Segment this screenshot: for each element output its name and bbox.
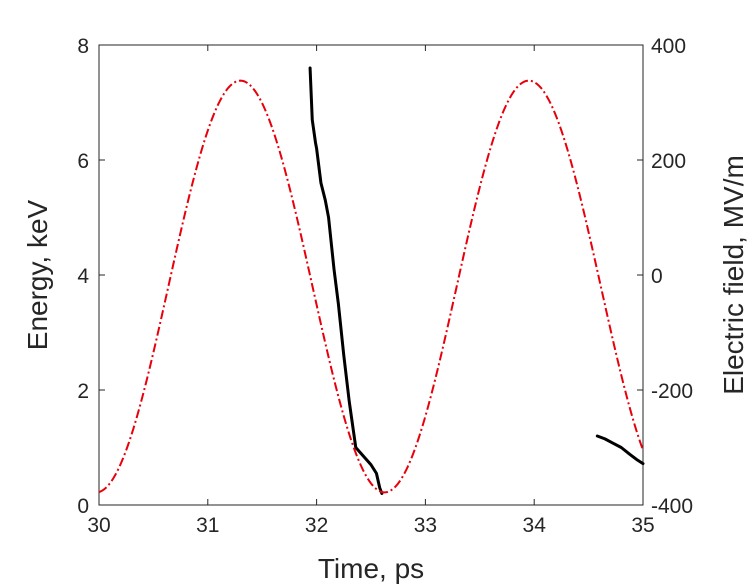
left-y-tick-label: 8: [77, 35, 89, 58]
right-y-tick-label: 200: [651, 150, 686, 173]
x-tick-label: 34: [523, 514, 547, 537]
x-axis-ticks: 30 31 32 33 34 35: [87, 45, 655, 537]
plot-area: [98, 44, 644, 506]
right-y-tick-label: -200: [651, 380, 693, 403]
series-group: [98, 66, 645, 495]
x-tick-label: 30: [87, 514, 110, 537]
left-y-tick-label: 6: [77, 150, 89, 173]
right-y-tick-label: 400: [651, 35, 686, 58]
x-axis-label: Time, ps: [318, 553, 424, 584]
x-tick-label: 31: [196, 514, 219, 537]
energy-line: [308, 66, 384, 495]
x-tick-label: 33: [414, 514, 437, 537]
energy-line: [595, 434, 645, 466]
left-y-tick-label: 4: [77, 265, 89, 288]
left-y-axis-ticks: 0 2 4 6 8: [77, 35, 105, 518]
right-y-tick-label: -400: [651, 495, 693, 518]
right-y-axis-ticks: -400 -200 0 200 400: [637, 35, 693, 518]
x-tick-label: 35: [631, 514, 654, 537]
left-y-tick-label: 2: [77, 380, 89, 403]
right-y-axis-label: Electric field, MV/m: [718, 155, 749, 395]
left-y-axis-label: Energy, keV: [22, 199, 53, 350]
electric-field-line: [98, 79, 644, 494]
right-y-tick-label: 0: [651, 265, 663, 288]
x-tick-label: 32: [305, 514, 328, 537]
left-y-tick-label: 0: [77, 495, 89, 518]
